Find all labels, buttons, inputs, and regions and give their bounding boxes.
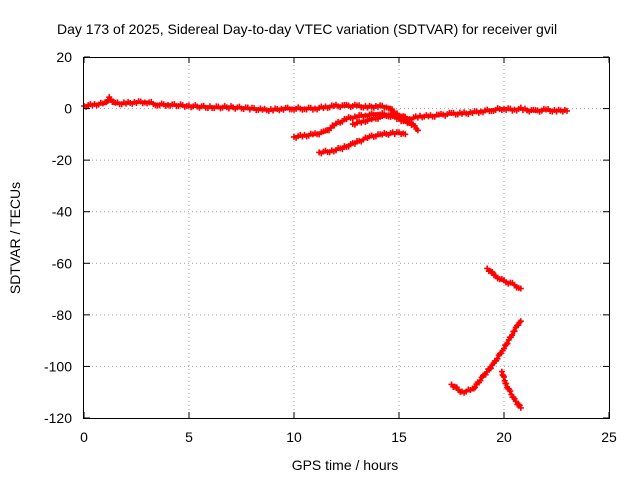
series-arc-3 [349, 110, 421, 134]
data-point [494, 355, 501, 362]
y-tick-label: -120 [44, 410, 72, 426]
x-tick-label: 10 [286, 429, 302, 445]
data-point [414, 127, 421, 134]
data-point [402, 131, 409, 138]
data-point [411, 122, 418, 129]
y-tick-label: -100 [44, 358, 72, 374]
axis-ticks: 20 0 -20 -40 -60 -80 -100 -120 0 5 10 15 20 25 [44, 49, 617, 445]
series-arc-2 [316, 129, 409, 157]
plot-frame [83, 57, 610, 419]
series-arc-4 [484, 265, 524, 292]
x-tick-label: 0 [80, 429, 88, 445]
x-axis-label: GPS time / hours [292, 457, 399, 473]
y-axis-label: SDTVAR / TECUs [7, 182, 23, 294]
y-tick-label: 0 [64, 101, 72, 117]
data-point [507, 388, 514, 395]
y-tick-label: -60 [52, 255, 72, 271]
x-tick-label: 20 [496, 429, 512, 445]
data-point [339, 146, 346, 153]
data-point [564, 107, 570, 114]
data-layer [81, 94, 570, 411]
x-tick-label: 5 [185, 429, 193, 445]
data-point [517, 285, 524, 292]
data-point [492, 272, 499, 279]
data-point [504, 340, 511, 347]
x-tick-label: 25 [601, 429, 617, 445]
data-point [515, 401, 522, 408]
series-arc-5 [448, 318, 524, 396]
y-tick-label: -80 [52, 307, 72, 323]
y-tick-label: -20 [52, 152, 72, 168]
y-tick-label: -40 [52, 204, 72, 220]
x-tick-label: 15 [391, 429, 407, 445]
data-point [501, 345, 507, 352]
series-arc-6 [498, 368, 524, 411]
chart-title: Day 173 of 2025, Sidereal Day-to-day VTE… [57, 21, 557, 37]
data-point [517, 318, 524, 325]
series-main-trace [81, 94, 570, 123]
data-point [503, 380, 510, 387]
data-point [472, 384, 479, 391]
data-point [477, 377, 484, 384]
data-point [489, 268, 496, 275]
data-point [512, 398, 519, 405]
data-point [487, 365, 494, 372]
data-point [511, 328, 518, 335]
data-point [503, 341, 510, 348]
y-tick-label: 20 [56, 49, 72, 65]
data-point [509, 332, 516, 339]
data-point [517, 404, 524, 411]
